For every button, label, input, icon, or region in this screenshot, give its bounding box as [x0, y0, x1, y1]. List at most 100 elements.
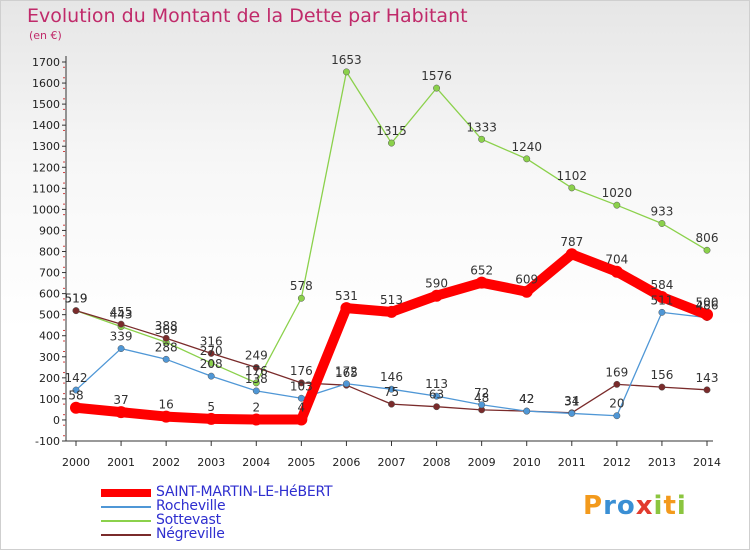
data-label: 169 — [605, 365, 628, 379]
data-point — [433, 392, 441, 400]
logo-letter: i — [676, 491, 687, 521]
logo-letter: i — [653, 491, 664, 521]
data-point — [207, 359, 215, 367]
logo-letter: x — [635, 491, 654, 521]
y-tick-label: 500 — [39, 309, 60, 322]
x-tick-label: 2008 — [423, 456, 451, 469]
data-point — [342, 68, 350, 76]
data-point — [658, 220, 666, 227]
data-point — [117, 320, 125, 328]
data-label: 34 — [564, 394, 579, 408]
data-point — [297, 294, 305, 302]
x-tick-label: 2003 — [197, 456, 225, 469]
data-point — [117, 345, 125, 353]
y-tick-label: 300 — [39, 351, 60, 364]
data-label: 578 — [290, 279, 313, 293]
data-point — [72, 386, 80, 394]
data-label: 806 — [696, 231, 719, 245]
data-point — [162, 334, 170, 342]
y-tick-label: 900 — [39, 224, 60, 237]
data-label: 58 — [68, 389, 83, 403]
chart-title: Evolution du Montant de la Dette par Hab… — [27, 5, 468, 27]
data-point — [252, 364, 260, 371]
data-label: 270 — [200, 344, 223, 358]
legend-label-saint-martin: SAINT-MARTIN-LE-HéBERT — [156, 484, 333, 500]
data-label: 316 — [200, 334, 223, 348]
y-tick-label: 1000 — [32, 203, 60, 216]
data-point — [70, 401, 82, 414]
data-point — [385, 305, 398, 318]
data-point — [342, 380, 350, 388]
data-point — [655, 290, 668, 303]
data-point — [205, 412, 218, 425]
data-label: 138 — [245, 372, 268, 386]
data-point — [297, 379, 305, 387]
y-tick-label: 1500 — [32, 98, 60, 111]
data-point — [658, 383, 666, 391]
data-label: 787 — [560, 235, 583, 249]
x-tick-label: 2001 — [107, 456, 135, 469]
data-point — [295, 413, 308, 426]
x-tick-label: 2007 — [378, 456, 406, 469]
proxiti-logo: Proxiti — [583, 491, 687, 521]
chart-unit-label: (en €) — [29, 29, 62, 42]
data-point — [72, 307, 80, 315]
data-point — [160, 410, 173, 423]
data-label: 113 — [425, 377, 448, 391]
y-tick-label: 700 — [39, 267, 60, 280]
x-tick-label: 2006 — [332, 456, 360, 469]
data-label: 455 — [110, 305, 133, 319]
data-point — [340, 302, 353, 315]
y-tick-label: 200 — [39, 372, 60, 385]
data-point — [658, 308, 666, 316]
legend-swatch-rocheville — [101, 506, 151, 508]
data-label: 142 — [65, 371, 88, 385]
y-tick-label: 1300 — [32, 140, 60, 153]
data-label: 1240 — [511, 140, 542, 154]
y-tick-label: 1700 — [32, 56, 60, 69]
data-label: 249 — [245, 349, 268, 363]
y-tick-label: -100 — [35, 435, 60, 448]
data-point — [162, 355, 170, 363]
data-label: 48 — [474, 391, 489, 405]
data-label: 31 — [564, 394, 579, 408]
y-tick-label: 800 — [39, 246, 60, 259]
data-label: 42 — [519, 392, 534, 406]
x-tick-label: 2013 — [648, 456, 676, 469]
data-point — [388, 385, 395, 393]
legend-swatch-negreville — [101, 534, 151, 536]
data-label: 1653 — [331, 53, 362, 67]
data-label: 37 — [113, 393, 128, 407]
x-tick-label: 2011 — [558, 456, 586, 469]
data-label: 75 — [384, 385, 399, 399]
data-label: 165 — [335, 366, 358, 380]
data-point — [433, 84, 441, 92]
data-point — [613, 380, 621, 388]
data-label: 143 — [696, 371, 719, 385]
data-point — [568, 409, 576, 417]
data-label: 4 — [298, 401, 306, 415]
data-point — [207, 349, 215, 357]
data-point — [433, 403, 441, 411]
data-label: 146 — [380, 370, 403, 384]
data-label: 5 — [207, 400, 215, 414]
x-tick-label: 2002 — [152, 456, 180, 469]
data-label: 513 — [380, 293, 403, 307]
data-label: 172 — [335, 365, 358, 379]
data-label: 388 — [155, 319, 178, 333]
data-label: 500 — [696, 296, 719, 310]
data-label: 16 — [159, 398, 174, 412]
x-tick-label: 2000 — [62, 456, 90, 469]
data-point — [115, 406, 128, 419]
y-tick-label: 1100 — [32, 182, 60, 195]
data-label: 486 — [696, 299, 719, 313]
data-point — [388, 139, 395, 147]
legend-label-rocheville: Rocheville — [156, 498, 226, 514]
x-tick-label: 2009 — [468, 456, 496, 469]
legend-label-negreville: Négreville — [156, 526, 225, 542]
data-label: 288 — [155, 340, 178, 354]
data-point — [610, 265, 623, 278]
x-tick-label: 2012 — [603, 456, 631, 469]
data-label: 590 — [425, 277, 448, 291]
